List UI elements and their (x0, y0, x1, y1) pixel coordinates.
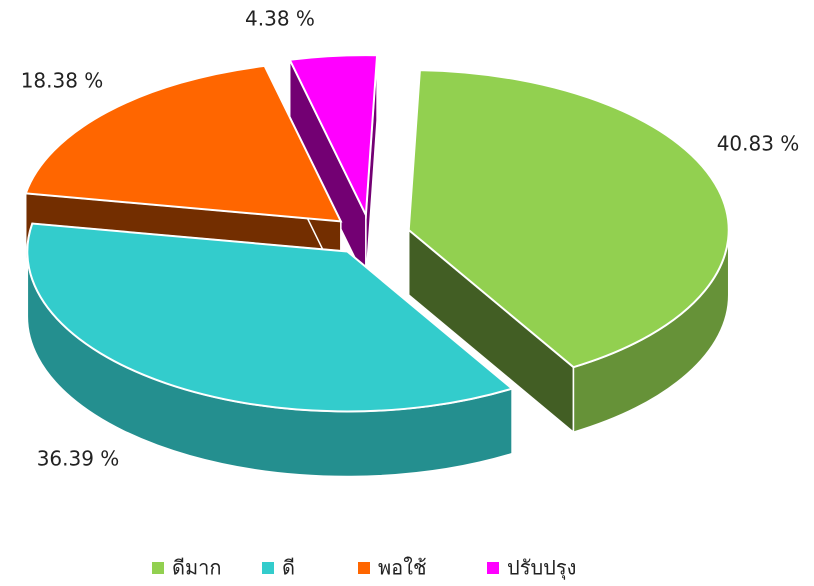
data-label: 40.83 % (717, 132, 800, 156)
legend-swatch (358, 562, 370, 574)
legend-label: ดีมาก (172, 556, 222, 580)
slice (26, 222, 515, 413)
data-label: 36.39 % (37, 447, 120, 471)
legend-label: พอใช้ (378, 556, 427, 580)
legend-label: ดี (282, 556, 295, 580)
data-label: 18.38 % (21, 69, 104, 93)
legend-label: ปรับปรุง (507, 556, 576, 581)
data-label: 4.38 % (245, 7, 315, 31)
slice (24, 64, 343, 223)
slice (288, 54, 379, 219)
legend-swatch (262, 562, 274, 574)
legend-swatch (152, 562, 164, 574)
slice (407, 69, 730, 369)
legend-swatch (487, 562, 499, 574)
